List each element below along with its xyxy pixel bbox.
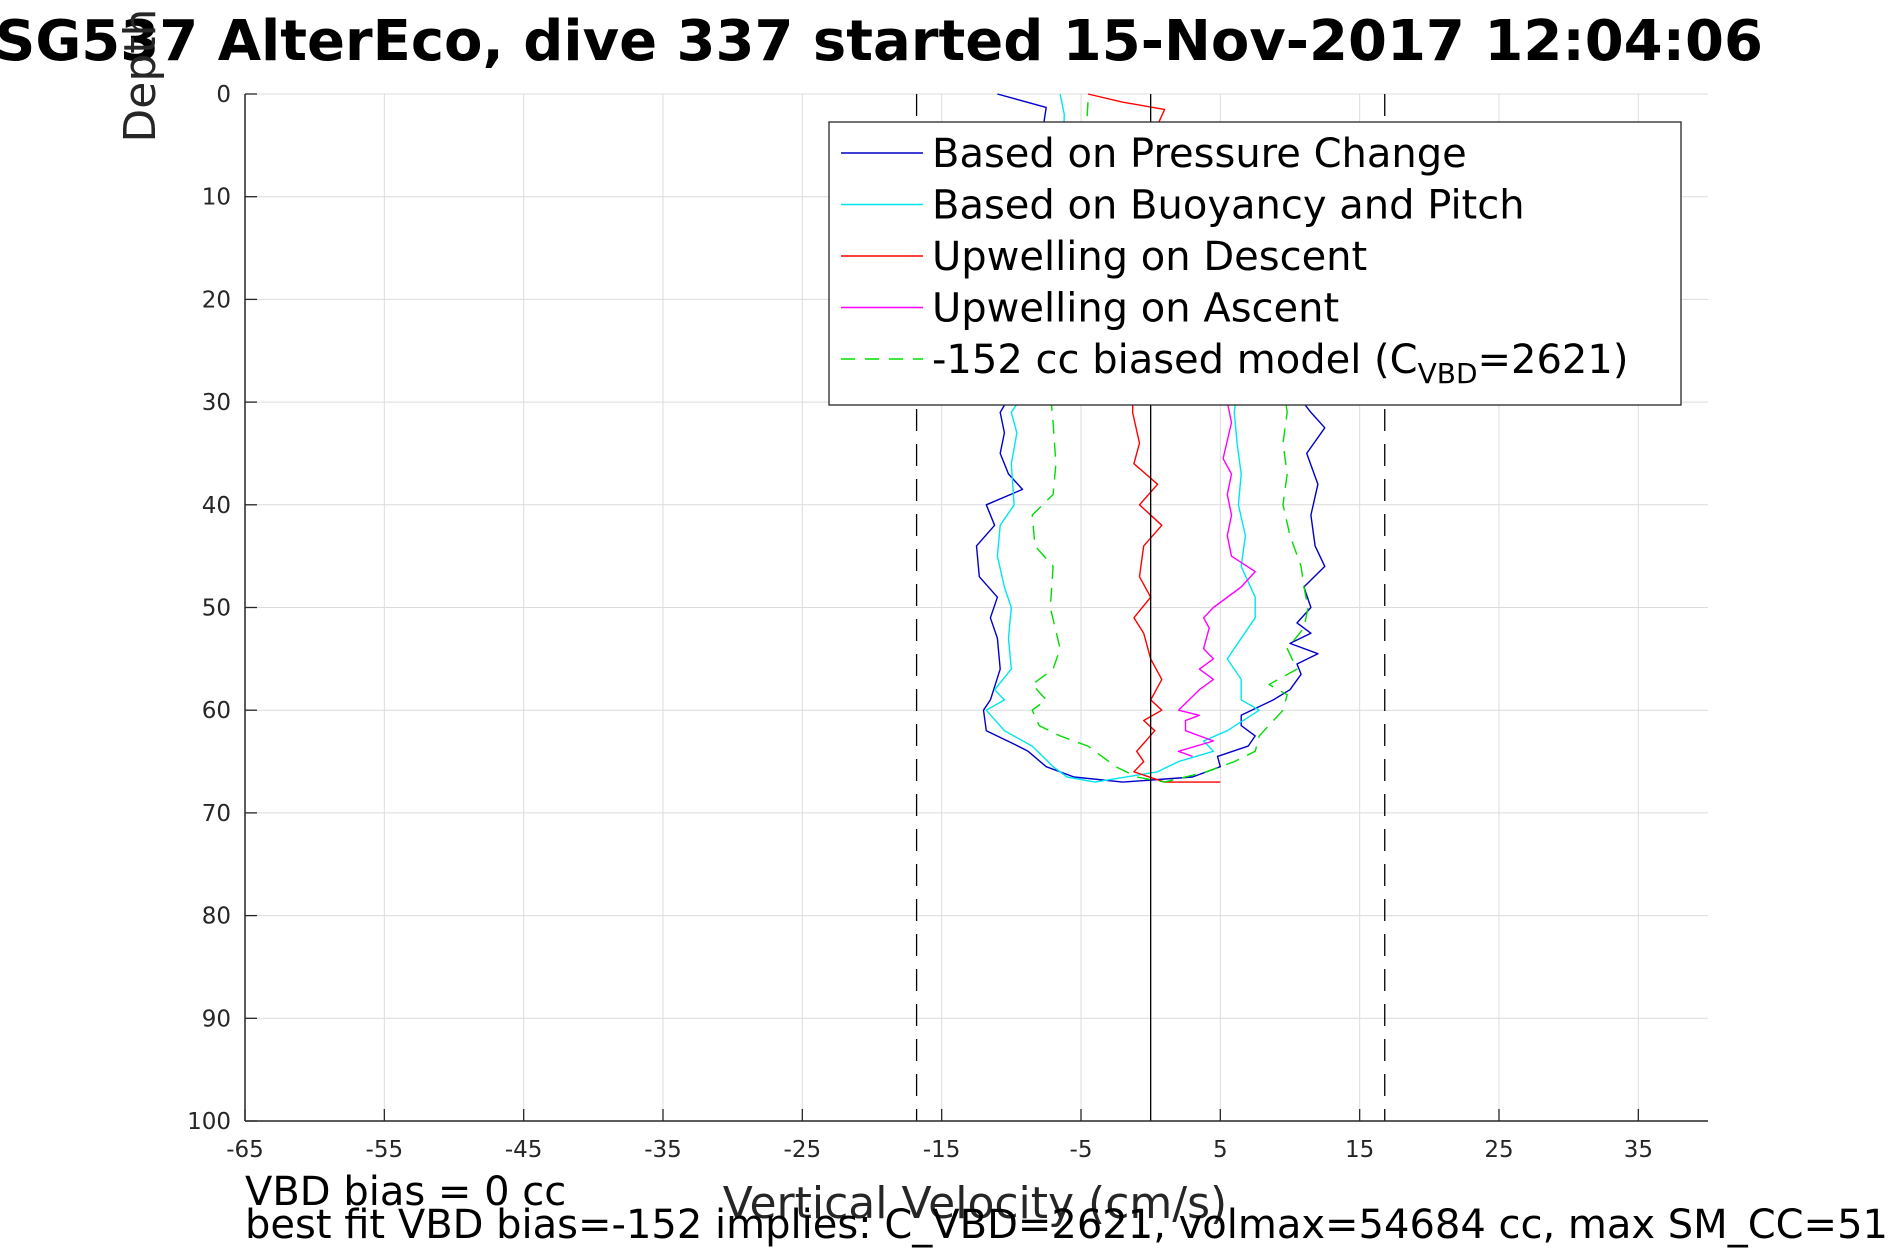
- tick-labels: -65 -55 -45 -35 -25 -15 -5 5 15 25 350102030405060…: [187, 82, 1653, 1163]
- chart-title: SG537 AlterEco, dive 337 started 15-Nov-…: [0, 9, 1763, 74]
- axes: [244, 93, 1708, 1122]
- y-tick-label: 20: [202, 287, 231, 313]
- y-tick-label: 60: [202, 698, 231, 724]
- y-tick-label: 10: [202, 185, 231, 211]
- series-line-1: [975, 93, 1326, 783]
- y-axis-label: Depth (m): [115, 0, 166, 143]
- x-tick-label: -25: [784, 1137, 822, 1163]
- legend-suffix: =2621): [1478, 337, 1629, 383]
- x-tick-label: -35: [644, 1137, 682, 1163]
- y-tick-label: 80: [202, 904, 231, 930]
- y-tick-label: 100: [187, 1109, 231, 1135]
- y-tick-label: 70: [202, 801, 231, 827]
- x-tick-label: 15: [1345, 1137, 1374, 1163]
- legend-label-2: Based on Buoyancy and Pitch: [932, 183, 1525, 229]
- y-tick-label: 30: [202, 390, 231, 416]
- series-line-4: [1177, 381, 1256, 758]
- legend-label-1: Based on Pressure Change: [932, 131, 1467, 177]
- y-tick-label: 40: [202, 493, 231, 519]
- x-tick-label: -15: [923, 1137, 961, 1163]
- x-tick-label: 5: [1213, 1137, 1228, 1163]
- vbd-bias-annotation: VBD bias = 0 cc: [245, 1169, 566, 1215]
- y-tick-label: 90: [202, 1006, 231, 1032]
- legend-label-4: Upwelling on Ascent: [932, 286, 1339, 332]
- x-tick-label: -55: [366, 1137, 404, 1163]
- y-tick-label: 0: [216, 82, 231, 108]
- y-tick-label: 50: [202, 596, 231, 622]
- x-tick-label: 25: [1484, 1137, 1513, 1163]
- series-line-5: [1031, 102, 1309, 783]
- x-tick-label: -65: [226, 1137, 264, 1163]
- legend-label-5: -152 cc biased model (CVBD=2621): [932, 337, 1628, 390]
- x-tick-label: 35: [1624, 1137, 1653, 1163]
- x-axis-label: Vertical Velocity (cm/s): [723, 1178, 1227, 1229]
- legend-subscript: VBD: [1418, 357, 1478, 390]
- best-fit-annotation: best fit VBD bias=-152 implies: C_VBD=26…: [245, 1202, 1890, 1248]
- x-tick-label: -5: [1070, 1137, 1093, 1163]
- x-tick-label: -45: [505, 1137, 543, 1163]
- legend-label-3: Upwelling on Descent: [932, 234, 1367, 280]
- legend-box: [828, 121, 1682, 406]
- legend: Based on Pressure Change Based on Buoyanc…: [828, 121, 1682, 406]
